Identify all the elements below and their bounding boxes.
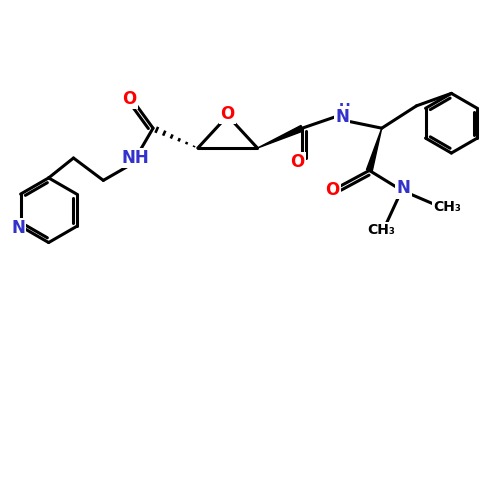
Text: N: N — [335, 108, 349, 126]
Text: N: N — [11, 220, 25, 238]
Text: O: O — [290, 154, 304, 172]
Text: CH₃: CH₃ — [434, 200, 462, 214]
Polygon shape — [258, 126, 304, 148]
Text: O: O — [122, 90, 136, 108]
Text: N: N — [396, 180, 410, 198]
Text: O: O — [325, 181, 339, 199]
Text: NH: NH — [122, 149, 150, 167]
Text: CH₃: CH₃ — [367, 223, 394, 237]
Text: O: O — [220, 105, 235, 123]
Text: H: H — [338, 102, 350, 117]
Polygon shape — [366, 128, 382, 172]
